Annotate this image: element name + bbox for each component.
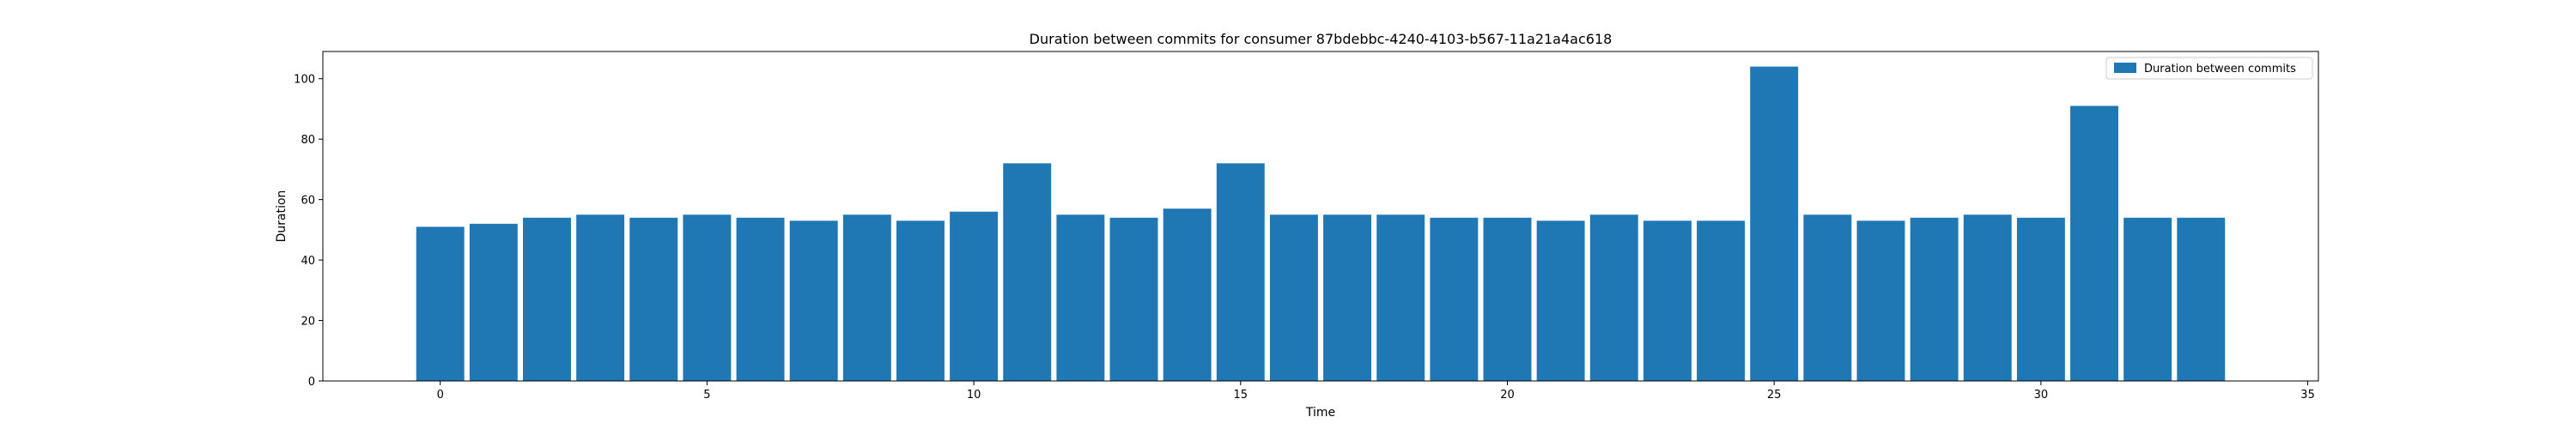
x-tick-label: 35 (2300, 389, 2315, 402)
y-tick-label: 100 (294, 74, 315, 87)
x-tick-label: 0 (437, 389, 444, 402)
bar (1109, 217, 1158, 381)
bar (1376, 214, 1425, 381)
bar (1697, 221, 1746, 381)
x-tick-label: 20 (1500, 389, 1515, 402)
y-axis: 0 20 40 60 80 100 (294, 74, 323, 389)
y-tick-label: 40 (301, 255, 315, 268)
bar (469, 223, 518, 381)
bar (523, 217, 571, 381)
bar (1536, 221, 1585, 381)
y-axis-label: Duration (275, 190, 289, 243)
bar (950, 211, 999, 381)
bar (1216, 163, 1265, 381)
bar (576, 214, 625, 381)
bar (2070, 106, 2118, 381)
chart-title: Duration between commits for consumer 87… (1030, 31, 1613, 47)
bar (1269, 214, 1318, 381)
x-axis-label: Time (1305, 406, 1335, 420)
bar (416, 227, 465, 381)
y-tick-label: 80 (301, 134, 315, 147)
bar (1589, 214, 1638, 381)
x-tick-label: 30 (2034, 389, 2049, 402)
bar (1163, 208, 1212, 381)
legend: Duration between commits (2105, 57, 2313, 80)
bar (896, 221, 945, 381)
legend-box (2105, 57, 2313, 80)
bar (1483, 217, 1532, 381)
bar (2016, 217, 2065, 381)
bar (1750, 66, 1799, 381)
bar (1643, 221, 1692, 381)
x-tick-label: 5 (703, 389, 710, 402)
bar (1003, 163, 1052, 381)
x-tick-label: 25 (1767, 389, 1782, 402)
x-tick-label: 10 (967, 389, 981, 402)
y-tick-label: 0 (308, 376, 315, 389)
bars-group (416, 66, 2226, 381)
bar (1323, 214, 1372, 381)
bar (1963, 214, 2012, 381)
bar (789, 221, 838, 381)
bar (629, 217, 678, 381)
bar (1430, 217, 1479, 381)
bar (1803, 214, 1852, 381)
bar (736, 217, 785, 381)
bar (1910, 217, 1959, 381)
x-axis: 0 5 10 15 20 25 30 35 (437, 381, 2315, 402)
plot-frame (322, 51, 2319, 382)
legend-swatch (2114, 63, 2136, 73)
bar (1056, 214, 1105, 381)
bar (842, 214, 891, 381)
bar (2177, 217, 2226, 381)
bar (2123, 217, 2172, 381)
bar (683, 214, 732, 381)
bar (1856, 221, 1905, 381)
y-tick-label: 20 (301, 316, 315, 329)
x-tick-label: 15 (1234, 389, 1249, 402)
legend-label: Duration between commits (2144, 63, 2296, 76)
y-tick-label: 60 (301, 195, 315, 208)
